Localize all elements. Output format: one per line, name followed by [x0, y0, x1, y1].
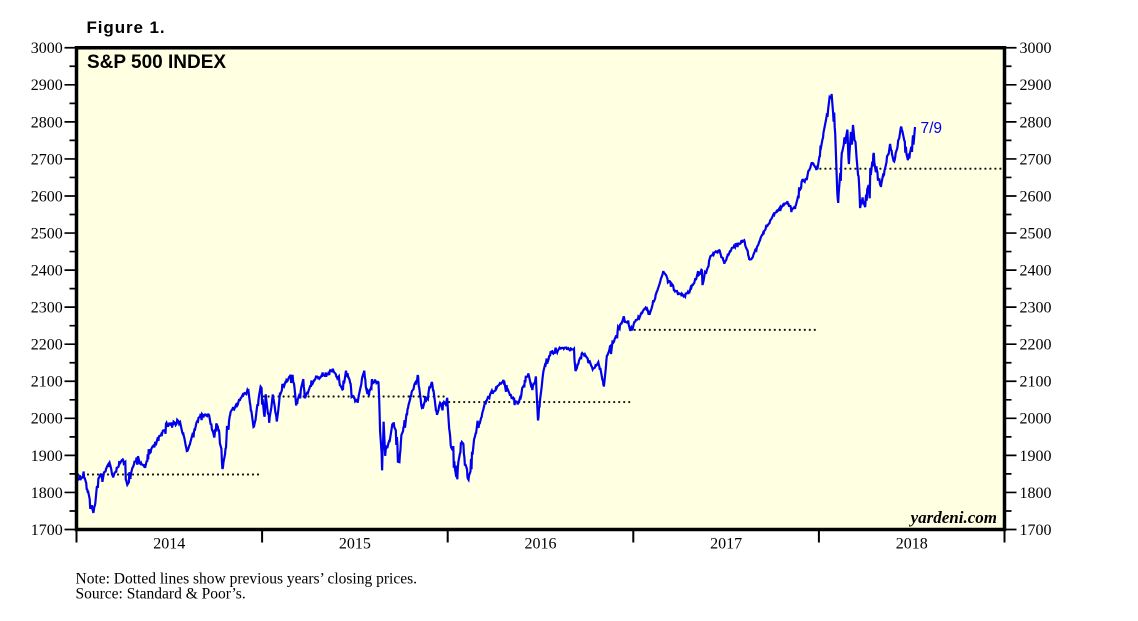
svg-text:1800: 1800 [1020, 485, 1052, 502]
svg-text:Source: Standard & Poor’s.: Source: Standard & Poor’s. [76, 586, 246, 603]
svg-text:2016: 2016 [525, 536, 557, 553]
svg-text:2700: 2700 [31, 151, 63, 168]
svg-text:Figure 1.: Figure 1. [87, 18, 166, 37]
svg-text:2600: 2600 [1020, 188, 1052, 205]
svg-text:7/9: 7/9 [921, 120, 943, 137]
svg-text:2200: 2200 [31, 337, 63, 354]
svg-text:1700: 1700 [31, 522, 63, 539]
svg-text:2500: 2500 [1020, 225, 1052, 242]
svg-text:2200: 2200 [1020, 337, 1052, 354]
svg-text:2300: 2300 [1020, 300, 1052, 317]
svg-text:yardeni.com: yardeni.com [909, 508, 997, 527]
svg-text:2600: 2600 [31, 188, 63, 205]
svg-text:2300: 2300 [31, 300, 63, 317]
svg-text:2400: 2400 [1020, 263, 1052, 280]
svg-text:2700: 2700 [1020, 151, 1052, 168]
svg-text:1900: 1900 [1020, 448, 1052, 465]
svg-text:1700: 1700 [1020, 522, 1052, 539]
svg-text:S&P 500 INDEX: S&P 500 INDEX [87, 52, 226, 73]
svg-text:1800: 1800 [31, 485, 63, 502]
svg-text:3000: 3000 [31, 40, 63, 57]
svg-text:2100: 2100 [1020, 374, 1052, 391]
svg-text:2017: 2017 [710, 536, 742, 553]
svg-text:2000: 2000 [31, 411, 63, 428]
svg-text:2015: 2015 [339, 536, 371, 553]
svg-text:2900: 2900 [1020, 77, 1052, 94]
svg-text:1900: 1900 [31, 448, 63, 465]
svg-text:2018: 2018 [896, 536, 928, 553]
svg-text:2500: 2500 [31, 225, 63, 242]
svg-text:2000: 2000 [1020, 411, 1052, 428]
svg-text:2800: 2800 [31, 114, 63, 131]
svg-text:Note: Dotted lines show previo: Note: Dotted lines show previous years’ … [76, 571, 418, 588]
svg-text:2800: 2800 [1020, 114, 1052, 131]
svg-text:2400: 2400 [31, 263, 63, 280]
svg-text:2014: 2014 [153, 536, 185, 553]
svg-text:3000: 3000 [1020, 40, 1052, 57]
svg-text:2100: 2100 [31, 374, 63, 391]
svg-text:2900: 2900 [31, 77, 63, 94]
